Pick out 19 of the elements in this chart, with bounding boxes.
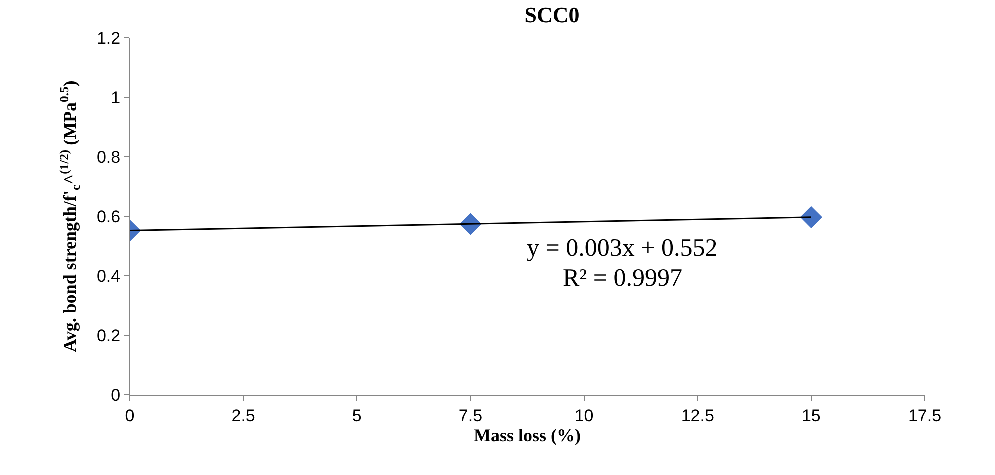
annotation: y = 0.003x + 0.552 xyxy=(527,235,718,262)
x-tick-label: 2.5 xyxy=(232,406,256,426)
y-tick-label: 0.6 xyxy=(96,207,121,226)
x-tick-label: 5 xyxy=(352,406,362,426)
annotation: R² = 0.9997 xyxy=(563,265,683,292)
y-tick-label: 0 xyxy=(111,386,121,405)
y-tick-label: 0.4 xyxy=(96,266,121,286)
x-tick-label: 12.5 xyxy=(681,406,714,426)
y-tick-label: 0.8 xyxy=(96,148,121,167)
y-tick-label: 0.2 xyxy=(96,326,121,346)
x-tick-label: 17.5 xyxy=(908,406,942,426)
x-tick-label: 0 xyxy=(125,406,135,426)
x-tick-label: 7.5 xyxy=(458,406,483,426)
y-tick-label: 1 xyxy=(111,88,121,108)
y-tick-label: 1.2 xyxy=(96,28,121,48)
x-axis-title: Mass loss (%) xyxy=(474,425,582,446)
x-tick-label: 15 xyxy=(802,406,821,426)
x-tick-label: 10 xyxy=(574,406,594,426)
chart-title: SCC0 xyxy=(524,2,580,28)
